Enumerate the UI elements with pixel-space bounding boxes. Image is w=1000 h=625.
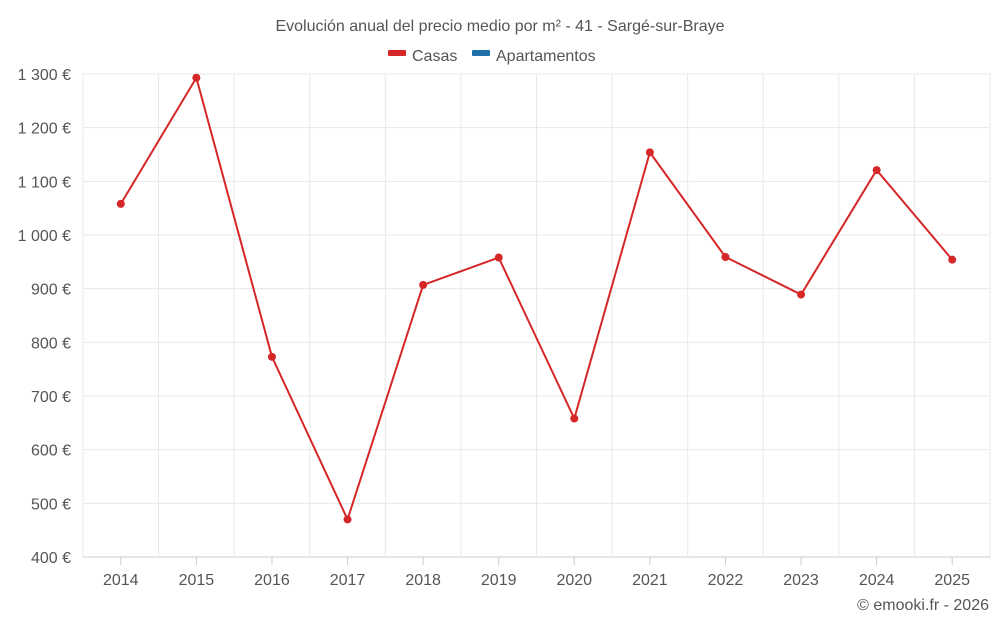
chart-title: Evolución anual del precio medio por m² …	[275, 18, 724, 35]
axis-layer: 400 € 500 € 600 € 700 € 800 € 900 € 1 000 € 1 1…	[18, 67, 970, 589]
data-point[interactable]	[645, 148, 654, 157]
x-tick-label: 2020	[556, 572, 592, 589]
data-point[interactable]	[721, 253, 730, 262]
data-point[interactable]	[797, 290, 806, 299]
legend-swatch-casas[interactable]	[388, 50, 406, 56]
x-tick-label: 2019	[481, 572, 517, 589]
x-tick-label: 2017	[330, 572, 366, 589]
x-tick-label: 2018	[405, 572, 441, 589]
y-tick-label: 500 €	[31, 496, 71, 513]
x-tick-label: 2022	[708, 572, 744, 589]
data-point[interactable]	[570, 414, 579, 423]
series-layer	[116, 73, 957, 524]
y-tick-label: 1 200 €	[18, 121, 71, 138]
legend-swatch-apartamentos[interactable]	[472, 50, 490, 56]
x-tick-label: 2025	[934, 572, 970, 589]
y-tick-label: 600 €	[31, 443, 71, 460]
y-tick-label: 1 000 €	[18, 228, 71, 245]
legend: Casas Apartamentos	[388, 48, 596, 65]
y-tick-label: 1 100 €	[18, 174, 71, 191]
x-tick-label: 2015	[179, 572, 215, 589]
x-tick-label: 2016	[254, 572, 290, 589]
data-point[interactable]	[494, 253, 503, 262]
data-point[interactable]	[267, 352, 276, 361]
data-point[interactable]	[116, 199, 125, 208]
legend-label-apartamentos[interactable]: Apartamentos	[496, 48, 596, 65]
x-tick-label: 2023	[783, 572, 819, 589]
data-point[interactable]	[192, 73, 201, 82]
y-tick-label: 700 €	[31, 389, 71, 406]
y-tick-label: 900 €	[31, 282, 71, 299]
y-tick-label: 1 300 €	[18, 67, 71, 84]
series-line-casas[interactable]	[119, 76, 953, 521]
x-tick-label: 2021	[632, 572, 668, 589]
x-tick-label: 2014	[103, 572, 139, 589]
data-point[interactable]	[872, 166, 881, 175]
y-tick-label: 400 €	[31, 550, 71, 567]
grid-layer	[82, 73, 991, 558]
data-point[interactable]	[419, 280, 428, 289]
legend-label-casas[interactable]: Casas	[412, 48, 457, 65]
y-tick-label: 800 €	[31, 335, 71, 352]
data-point[interactable]	[948, 255, 957, 264]
data-point[interactable]	[343, 515, 352, 524]
x-tick-label: 2024	[859, 572, 895, 589]
credit-text[interactable]: © emooki.fr - 2026	[857, 597, 989, 614]
